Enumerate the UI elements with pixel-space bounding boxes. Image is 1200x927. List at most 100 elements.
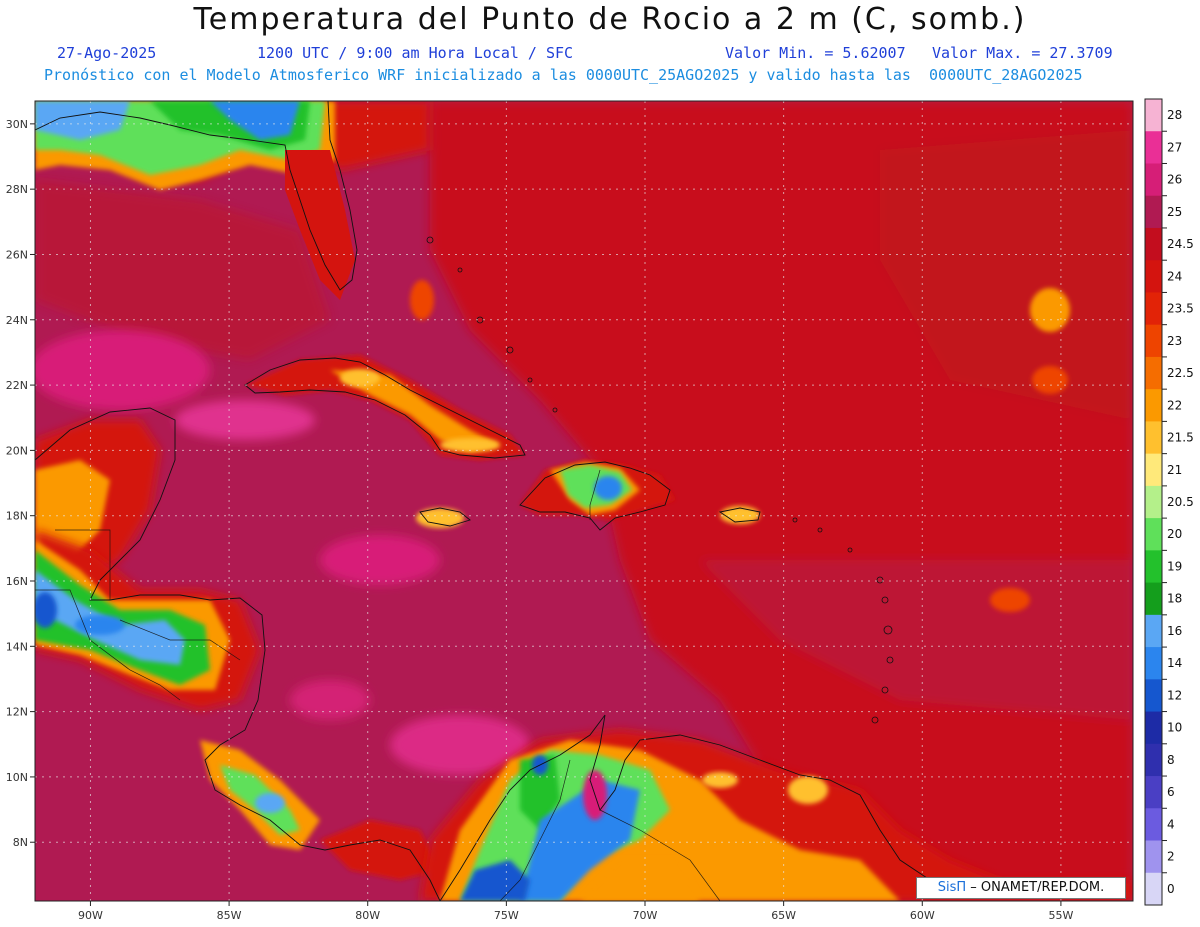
forecast-date: 27-Ago-2025 bbox=[57, 44, 157, 62]
lon-label: 65W bbox=[771, 909, 796, 922]
atlantic-orange-spots bbox=[990, 288, 1070, 612]
colorbar-swatch bbox=[1145, 227, 1162, 261]
lon-label: 85W bbox=[217, 909, 242, 922]
colorbar-label: 27 bbox=[1167, 140, 1182, 154]
colorbar-label: 2 bbox=[1167, 850, 1175, 864]
colorbar-swatch bbox=[1145, 292, 1162, 326]
colorbar-swatch bbox=[1145, 99, 1162, 132]
puerto-rico-patch bbox=[720, 506, 760, 524]
colorbar-swatch bbox=[1145, 808, 1162, 842]
colorbar-swatch bbox=[1145, 453, 1162, 487]
colorbar-swatch bbox=[1145, 163, 1162, 197]
lat-label: 22N bbox=[6, 379, 28, 392]
colorbar-swatch bbox=[1145, 582, 1162, 616]
map-frame bbox=[34, 100, 1134, 902]
cuba-region bbox=[245, 355, 525, 460]
colorbar-label: 23.5 bbox=[1167, 302, 1194, 316]
colorbar-label: 12 bbox=[1167, 688, 1182, 702]
colorbar-label: 22.5 bbox=[1167, 366, 1194, 380]
colorbar-label: 26 bbox=[1167, 173, 1182, 187]
colorbar-label: 8 bbox=[1167, 753, 1175, 767]
lesser-antilles bbox=[426, 236, 894, 724]
lat-label: 18N bbox=[6, 510, 28, 523]
colorbar-label: 19 bbox=[1167, 559, 1182, 573]
colorbar-swatch bbox=[1145, 776, 1162, 809]
lat-label: 30N bbox=[6, 118, 28, 131]
map-title: Temperatura del Punto de Rocio a 2 m (C,… bbox=[193, 2, 1027, 37]
colorbar-label: 28 bbox=[1167, 108, 1182, 122]
colorbar-swatch bbox=[1145, 614, 1162, 648]
colorbar-swatch bbox=[1145, 679, 1162, 713]
lat-label: 26N bbox=[6, 248, 28, 261]
colorbar-swatch bbox=[1145, 195, 1162, 229]
lon-label: 75W bbox=[494, 909, 519, 922]
colorbar-label: 10 bbox=[1167, 721, 1182, 735]
colorbar-label: 14 bbox=[1167, 656, 1182, 670]
lat-label: 12N bbox=[6, 706, 28, 719]
colorbar-frame bbox=[1144, 98, 1163, 906]
bahamas-patch bbox=[410, 280, 434, 320]
colorbar-label: 6 bbox=[1167, 785, 1175, 799]
colorbar-label: 21 bbox=[1167, 463, 1182, 477]
yucatan-region bbox=[35, 420, 160, 580]
colorbar-label: 24 bbox=[1167, 269, 1182, 283]
axis-ticks: 90W 85W 80W 75W 70W 65W 60W 55W 30N 28N 26N 24N 22N 2… bbox=[6, 118, 1074, 922]
lat-label: 8N bbox=[13, 836, 28, 849]
colorbar-swatch bbox=[1145, 421, 1162, 455]
coastlines bbox=[35, 101, 931, 901]
colorbar-label: 0 bbox=[1167, 882, 1175, 896]
pink-patches bbox=[35, 330, 530, 775]
colorbar-label: 24.5 bbox=[1167, 237, 1194, 251]
costa-rica-region bbox=[200, 740, 440, 880]
colorbar-label: 22 bbox=[1167, 398, 1182, 412]
lon-label: 55W bbox=[1048, 909, 1073, 922]
lon-label: 70W bbox=[633, 909, 658, 922]
lat-label: 28N bbox=[6, 183, 28, 196]
lat-label: 20N bbox=[6, 444, 28, 457]
max-value: Valor Max. = 27.3709 bbox=[932, 44, 1113, 62]
credit-text: – ONAMET/REP.DOM. bbox=[966, 880, 1105, 895]
colorbar: 2827262524.52423.52322.52221.52120.52019… bbox=[1144, 98, 1194, 906]
lon-label: 80W bbox=[355, 909, 380, 922]
colorbar-swatch bbox=[1145, 711, 1162, 745]
model-info: Pronóstico con el Modelo Atmosferico WRF… bbox=[44, 66, 1083, 84]
colorbar-swatch bbox=[1145, 260, 1162, 293]
colorbar-label: 20.5 bbox=[1167, 495, 1194, 509]
southeast-us-region bbox=[35, 101, 430, 300]
colorbar-swatch bbox=[1145, 324, 1162, 358]
colorbar-label: 20 bbox=[1167, 527, 1182, 541]
colorbar-swatch bbox=[1145, 743, 1162, 777]
lat-label: 14N bbox=[6, 640, 28, 653]
central-america-north bbox=[35, 530, 260, 710]
lat-label: 10N bbox=[6, 771, 28, 784]
colorbar-swatch bbox=[1145, 872, 1162, 906]
lon-label: 60W bbox=[910, 909, 935, 922]
colorbar-swatch bbox=[1145, 550, 1162, 584]
lat-label: 16N bbox=[6, 575, 28, 588]
colorbar-swatch bbox=[1145, 647, 1162, 680]
colorbar-swatch bbox=[1145, 485, 1162, 519]
colorbar-label: 4 bbox=[1167, 817, 1175, 831]
colorbar-swatch bbox=[1145, 389, 1162, 422]
colorbar-swatch bbox=[1145, 840, 1162, 874]
map-field bbox=[35, 101, 1133, 901]
min-value: Valor Min. = 5.62007 bbox=[725, 44, 906, 62]
atlantic-red-region bbox=[430, 101, 1133, 901]
lon-label: 90W bbox=[78, 909, 103, 922]
jamaica-patch bbox=[416, 508, 464, 528]
colorbar-label: 18 bbox=[1167, 592, 1182, 606]
colorbar-swatch bbox=[1145, 518, 1162, 551]
colorbar-label: 23 bbox=[1167, 334, 1182, 348]
graticule bbox=[35, 101, 1133, 901]
lat-label: 24N bbox=[6, 314, 28, 327]
sispi-logo: SisΠ bbox=[937, 880, 967, 895]
colorbar-label: 16 bbox=[1167, 624, 1182, 638]
colorbar-label: 21.5 bbox=[1167, 431, 1194, 445]
colorbar-swatch bbox=[1145, 131, 1162, 164]
forecast-time: 1200 UTC / 9:00 am Hora Local / SFC bbox=[257, 44, 574, 62]
credit-box: SisΠ – ONAMET/REP.DOM. bbox=[916, 877, 1126, 899]
colorbar-label: 25 bbox=[1167, 205, 1182, 219]
borders bbox=[35, 469, 721, 901]
colorbar-swatch bbox=[1145, 356, 1162, 390]
